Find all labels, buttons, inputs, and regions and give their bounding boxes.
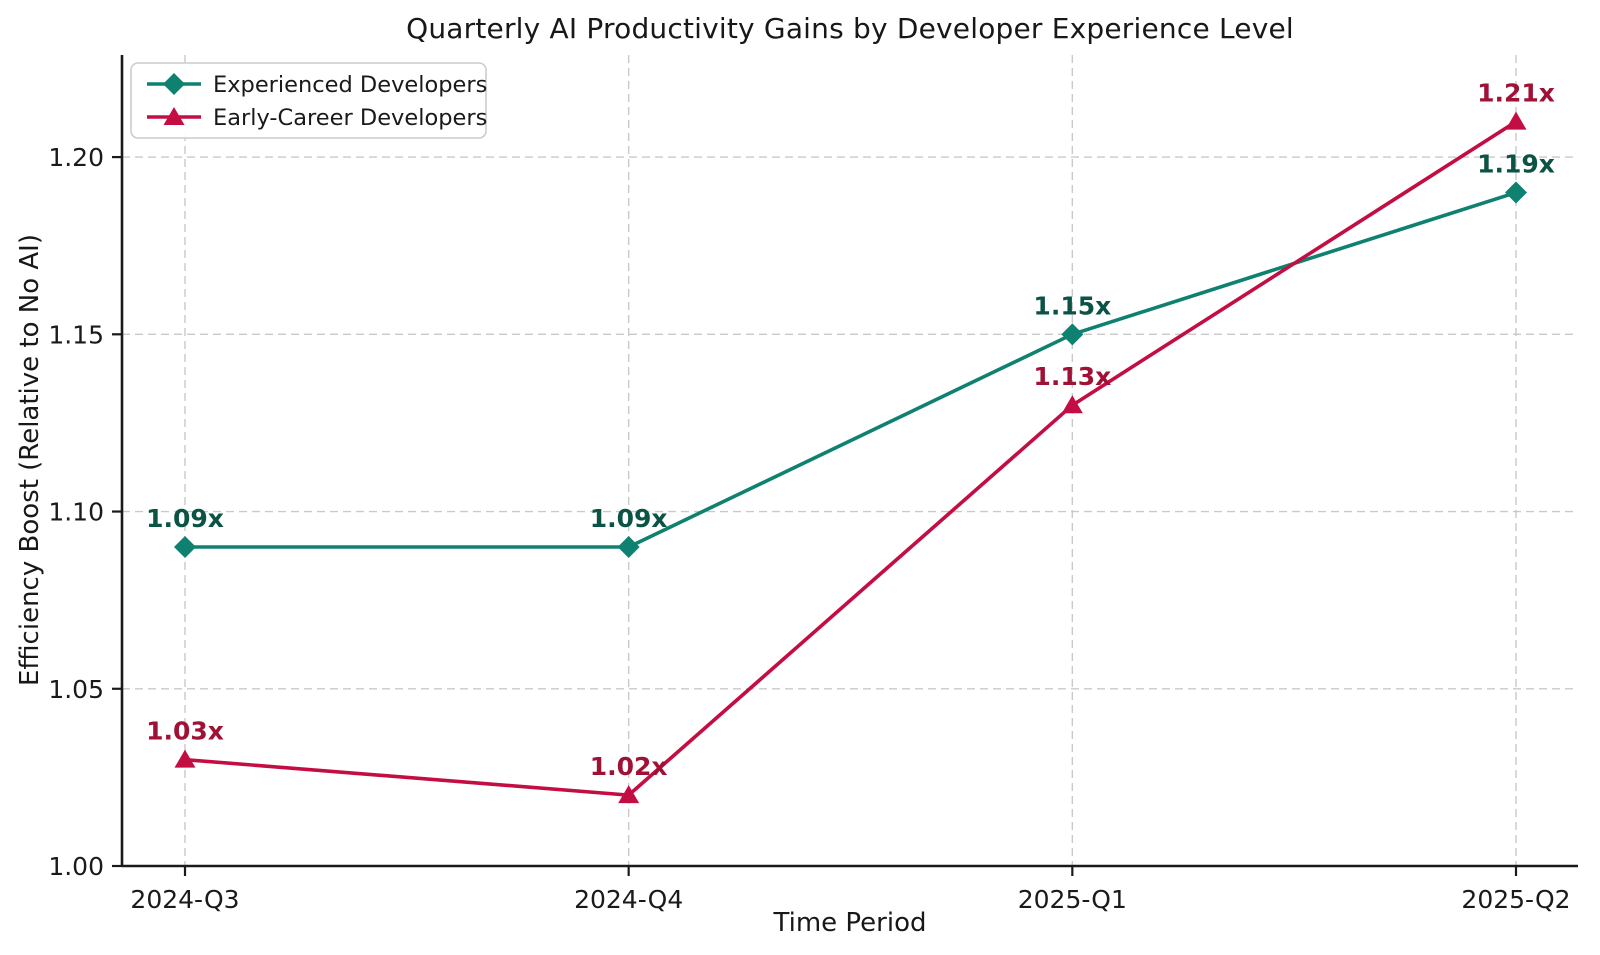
legend: Experienced Developers Early-Career Devel… xyxy=(130,62,487,139)
y-tick-label: 1.00 xyxy=(48,852,104,881)
triangle-marker xyxy=(174,749,196,768)
diamond-marker xyxy=(174,535,196,558)
series-experienced-developers: 1.09x 1.09x 1.15x 1.19x xyxy=(146,150,1555,558)
triangle-marker xyxy=(618,785,640,804)
legend-label: Early-Career Developers xyxy=(213,105,487,131)
y-tick-label: 1.10 xyxy=(48,498,104,527)
x-tick-label: 2024-Q4 xyxy=(574,885,683,914)
series-line xyxy=(183,190,1518,549)
value-label: 1.02x xyxy=(590,752,668,781)
value-label: 1.09x xyxy=(146,504,224,533)
value-label: 1.21x xyxy=(1477,79,1555,108)
series-early-career-developers: 1.03x 1.02x 1.13x 1.21x xyxy=(146,79,1555,804)
x-tick-label: 2025-Q2 xyxy=(1461,885,1570,914)
x-axis-label: Time Period xyxy=(773,908,927,938)
value-label: 1.03x xyxy=(146,717,224,746)
diamond-marker xyxy=(617,535,640,558)
legend-box xyxy=(130,62,487,139)
legend-triangle-marker xyxy=(163,107,185,125)
value-label: 1.13x xyxy=(1033,362,1111,391)
legend-label: Experienced Developers xyxy=(213,72,487,98)
x-tick-label: 2025-Q1 xyxy=(1018,885,1127,914)
triangle-marker xyxy=(1505,111,1527,130)
chart-title: Quarterly AI Productivity Gains by Devel… xyxy=(406,12,1294,45)
series-line xyxy=(183,119,1518,797)
legend-diamond-marker xyxy=(163,73,185,95)
value-label: 1.09x xyxy=(590,504,668,533)
value-label: 1.19x xyxy=(1477,150,1555,179)
y-tick-label: 1.20 xyxy=(48,143,104,172)
diamond-marker xyxy=(1505,181,1527,204)
y-tick-label: 1.15 xyxy=(48,320,104,349)
diamond-marker xyxy=(1061,323,1084,346)
value-label: 1.15x xyxy=(1033,291,1111,320)
triangle-marker xyxy=(1061,395,1083,414)
y-tick-label: 1.05 xyxy=(48,675,104,704)
gridlines xyxy=(122,55,1578,867)
x-tick-label: 2024-Q3 xyxy=(130,885,239,914)
